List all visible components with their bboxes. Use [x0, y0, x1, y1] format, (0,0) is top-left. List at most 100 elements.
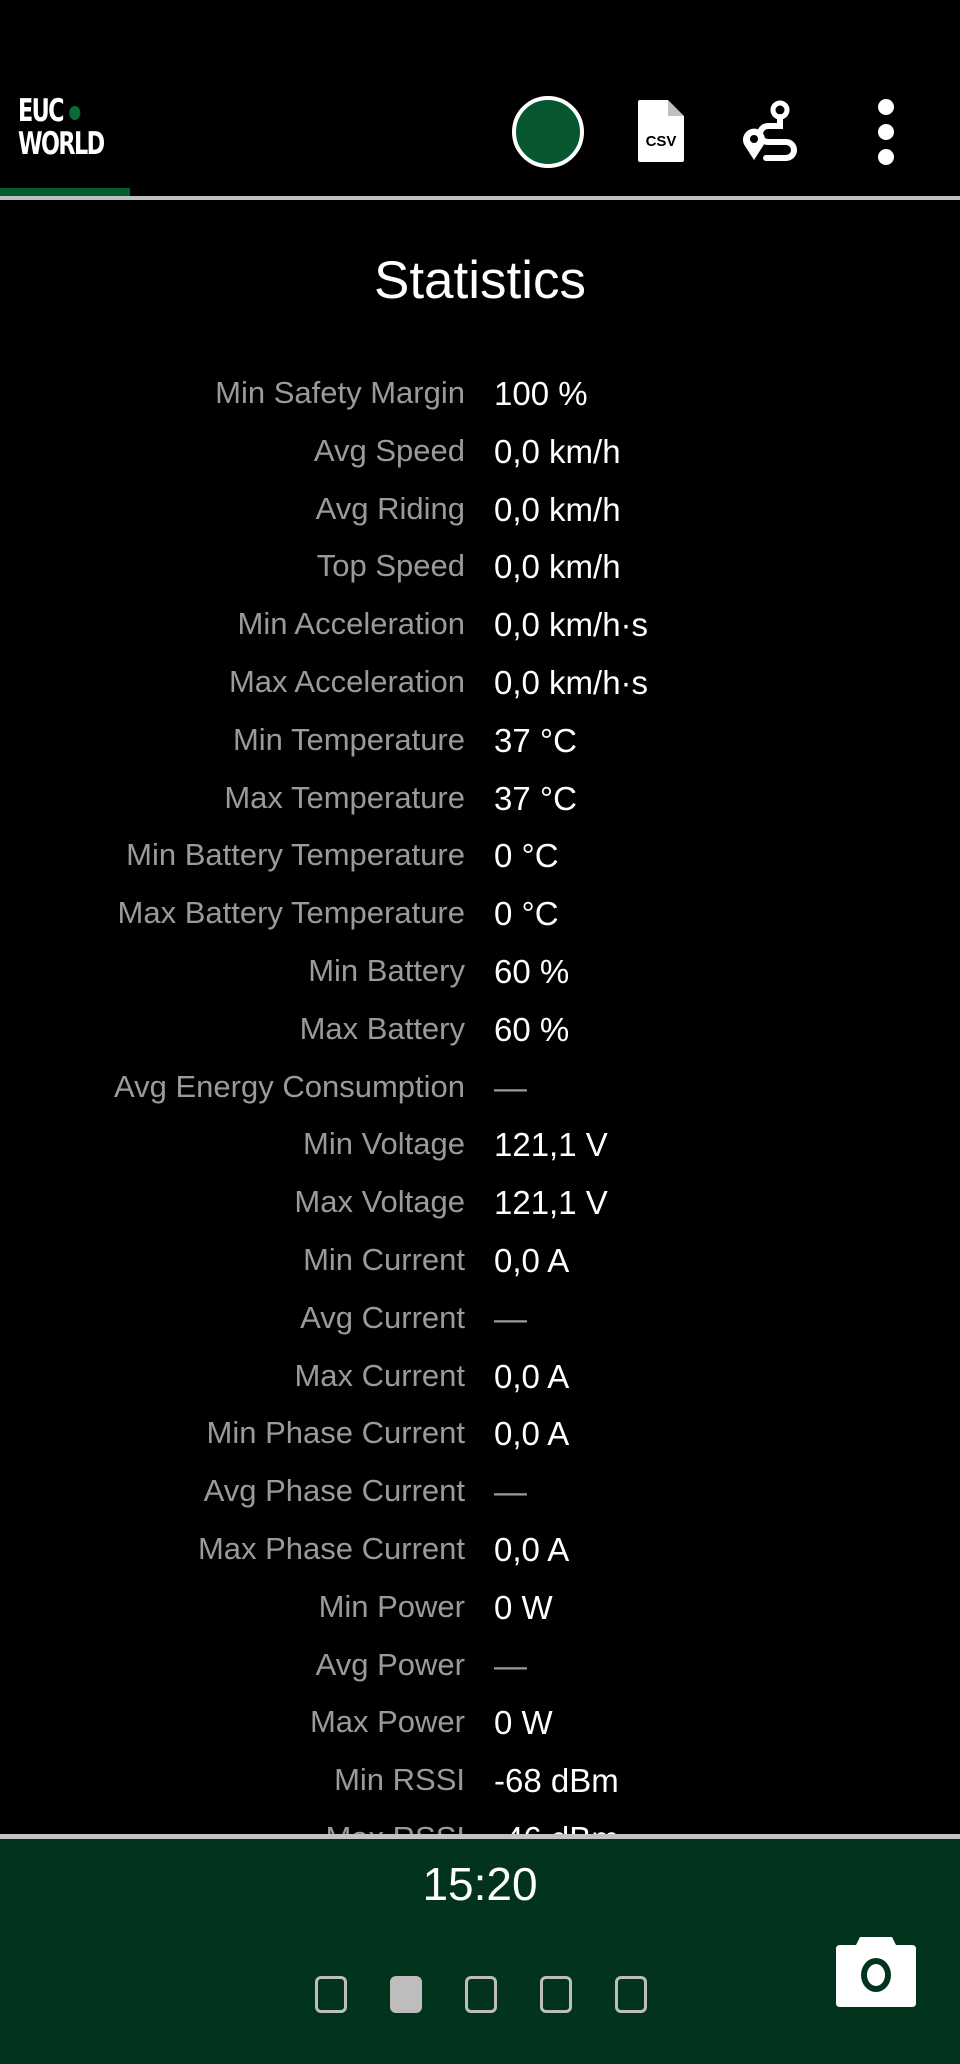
stat-label: Min Battery [308, 952, 465, 988]
stat-row: Max Battery Temperature 0 °C [0, 887, 960, 945]
page-dot-4[interactable] [540, 1976, 572, 2013]
stat-value: 0 °C [494, 895, 559, 933]
stat-value: — [494, 1473, 527, 1511]
stat-label: Max RSSI [325, 1820, 465, 1835]
stat-label: Max Temperature [224, 779, 465, 815]
stat-value: 0 °C [494, 837, 559, 875]
tab-indicator [0, 188, 130, 196]
stat-label: Avg Energy Consumption [114, 1068, 465, 1104]
stat-label: Min Power [318, 1588, 465, 1624]
stat-label: Max Power [309, 1704, 465, 1740]
stat-value: 0,0 A [494, 1357, 570, 1395]
stat-value: 37 °C [494, 779, 577, 817]
stat-row: Avg Phase Current — [0, 1465, 960, 1523]
stat-label: Min Phase Current [206, 1415, 465, 1451]
stat-row: Max Voltage 121,1 V [0, 1176, 960, 1234]
stat-row: Min Phase Current 0,0 A [0, 1407, 960, 1465]
stat-row: Avg Power — [0, 1639, 960, 1697]
stat-label: Max Acceleration [228, 663, 465, 699]
stat-row: Max RSSI -46 dBm [0, 1812, 960, 1835]
stat-label: Top Speed [316, 548, 465, 584]
stat-label: Max Battery Temperature [117, 895, 465, 931]
stat-row: Min Power 0 W [0, 1581, 960, 1639]
stat-label: Min Acceleration [237, 606, 465, 642]
stat-row: Max Power 0 W [0, 1696, 960, 1754]
page-dot-3[interactable] [465, 1976, 497, 2013]
stat-value: 0,0 A [494, 1415, 570, 1453]
stat-label: Min Temperature [232, 721, 465, 757]
stat-row: Avg Current — [0, 1292, 960, 1350]
stat-row: Max Temperature 37 °C [0, 772, 960, 830]
stat-label: Max Battery [299, 1010, 465, 1046]
stat-value: 60 % [494, 952, 570, 990]
page-title: Statistics [373, 251, 587, 310]
stat-row: Min RSSI -68 dBm [0, 1754, 960, 1812]
stat-value: — [494, 1299, 527, 1337]
stat-label: Avg Current [300, 1299, 465, 1335]
bottom-bar: 15:20 [0, 1834, 960, 2064]
stat-value: 121,1 V [494, 1126, 608, 1164]
stat-value: 0,0 A [494, 1241, 570, 1279]
stat-value: 0 W [494, 1588, 553, 1626]
stat-value: — [494, 1646, 527, 1684]
connection-status-circle-icon[interactable] [512, 96, 584, 168]
stat-value: 0,0 km/h·s [494, 663, 649, 701]
stat-row: Max Battery 60 % [0, 1003, 960, 1061]
stat-value: 37 °C [494, 721, 577, 759]
statistics-list[interactable]: Min Safety Margin 100 % Avg Speed 0,0 km/h A… [0, 367, 960, 1835]
stat-row: Min Acceleration 0,0 km/h·s [0, 598, 960, 656]
csv-label: CSV [646, 133, 677, 150]
stat-value: — [494, 1068, 527, 1106]
stat-value: 0 W [494, 1704, 553, 1742]
header-divider [0, 196, 960, 200]
stat-value: 100 % [494, 375, 588, 412]
app-bar: EUC WORLD CSV [0, 0, 960, 200]
stat-row: Min Voltage 121,1 V [0, 1118, 960, 1176]
stat-value: 60 % [494, 1010, 570, 1048]
stat-row: Min Current 0,0 A [0, 1234, 960, 1292]
stat-label: Min RSSI [334, 1762, 465, 1798]
stat-label: Max Voltage [294, 1184, 465, 1220]
stat-label: Avg Speed [313, 432, 465, 468]
stat-row: Max Phase Current 0,0 A [0, 1523, 960, 1581]
stat-row: Max Acceleration 0,0 km/h·s [0, 656, 960, 714]
stat-row: Top Speed 0,0 km/h [0, 540, 960, 598]
stat-label: Max Phase Current [197, 1530, 465, 1566]
stat-value: 0,0 km/h [494, 548, 621, 586]
stat-label: Avg Phase Current [203, 1473, 465, 1509]
stat-label: Max Current [294, 1357, 465, 1393]
stat-value: 121,1 V [494, 1184, 608, 1222]
stat-label: Min Battery Temperature [126, 837, 465, 873]
stat-label: Min Voltage [303, 1126, 465, 1162]
stat-row: Avg Riding 0,0 km/h [0, 483, 960, 541]
stat-value: 0,0 A [494, 1530, 570, 1568]
stat-row: Avg Speed 0,0 km/h [0, 425, 960, 483]
page-dot-5[interactable] [615, 1976, 647, 2013]
stat-label: Min Current [303, 1241, 465, 1277]
stat-value: -46 dBm [494, 1820, 619, 1835]
stat-row: Min Battery 60 % [0, 945, 960, 1003]
logo-text-line2: WORLD [18, 126, 105, 162]
page-dot-2[interactable] [390, 1976, 422, 2013]
stat-value: -68 dBm [494, 1762, 619, 1800]
csv-file-icon[interactable]: CSV [638, 100, 684, 162]
page-dot-1[interactable] [315, 1976, 347, 2013]
stat-row: Min Safety Margin 100 % [0, 367, 960, 425]
clock: 15:20 [422, 1858, 538, 1910]
euc-world-logo: EUC WORLD [18, 93, 105, 162]
stat-row: Max Current 0,0 A [0, 1350, 960, 1408]
stat-label: Min Safety Margin [215, 375, 465, 410]
stat-value: 0,0 km/h [494, 432, 621, 470]
stat-row: Min Battery Temperature 0 °C [0, 829, 960, 887]
stat-label: Avg Power [315, 1646, 465, 1682]
more-vert-icon[interactable] [872, 98, 900, 166]
stat-label: Avg Riding [315, 490, 465, 526]
logo-text-line1: EUC [18, 93, 65, 129]
stat-value: 0,0 km/h·s [494, 606, 649, 644]
route-icon[interactable] [742, 100, 804, 162]
stat-value: 0,0 km/h [494, 490, 621, 528]
stat-row: Min Temperature 37 °C [0, 714, 960, 772]
logo-dot [69, 105, 81, 120]
camera-icon[interactable] [836, 1937, 916, 2007]
stat-row: Avg Energy Consumption — [0, 1061, 960, 1119]
